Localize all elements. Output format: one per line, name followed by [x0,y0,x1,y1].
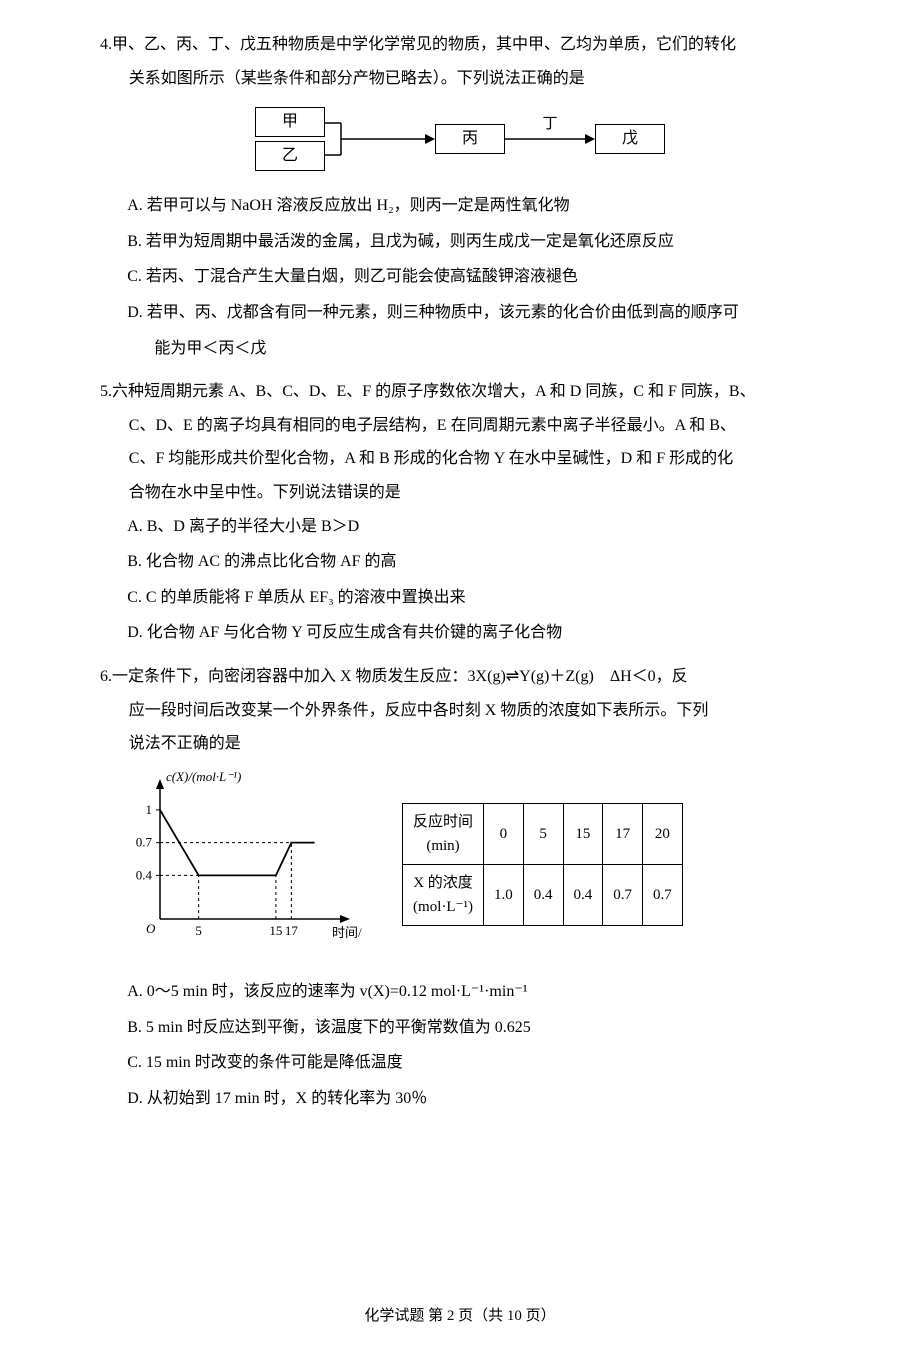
question-4: 4. 甲、乙、丙、丁、戊五种物质是中学化学常见的物质，其中甲、乙均为单质，它们的… [100,28,820,365]
q6-stem-line3: 说法不正确的是 [100,727,820,761]
q4-option-d-line1: D. 若甲、丙、戊都含有同一种元素，则三种物质中，该元素的化合价由低到高的顺序可 [100,296,820,330]
q4-arrow2-label: 丁 [542,109,557,141]
q6-option-b: B. 5 min 时反应达到平衡，该温度下的平衡常数值为 0.625 [100,1011,820,1045]
q6-table-t2: 15 [563,804,603,865]
q4-option-d-line2: 能为甲＜丙＜戊 [100,332,820,366]
svg-text:5: 5 [195,923,202,938]
q4-stem-line1: 4. 甲、乙、丙、丁、戊五种物质是中学化学常见的物质，其中甲、乙均为单质，它们的… [100,28,820,62]
q5-stem-line4: 合物在水中呈中性。下列说法错误的是 [100,476,820,510]
q4-box-bing: 丙 [435,124,505,154]
q4-stem-line2: 关系如图所示（某些条件和部分产物已略去）。下列说法正确的是 [100,62,820,96]
q6-table-v2: 0.4 [563,865,603,926]
q5-option-a: A. B、D 离子的半径大小是 B＞D [100,510,820,544]
q6-stem1-text: 一定条件下，向密闭容器中加入 X 物质发生反应：3X(g)⇌Y(g)＋Z(g) … [112,660,688,694]
svg-text:时间/min: 时间/min [332,925,362,940]
svg-text:0.7: 0.7 [136,834,153,849]
page-footer: 化学试题 第 2 页（共 10 页） [0,1301,920,1333]
q5-option-b: B. 化合物 AC 的沸点比化合物 AF 的高 [100,545,820,579]
q6-stem-line1: 6. 一定条件下，向密闭容器中加入 X 物质发生反应：3X(g)⇌Y(g)＋Z(… [100,660,820,694]
q5-stem1-text: 六种短周期元素 A、B、C、D、E、F 的原子序数依次增大，A 和 D 同族，C… [112,375,756,409]
q5-stem-line2: C、D、E 的离子均具有相同的电子层结构，E 在同周期元素中离子半径最小。A 和… [100,409,820,443]
q6-table-v0: 1.0 [484,865,524,926]
q5-option-d: D. 化合物 AF 与化合物 Y 可反应生成含有共价键的离子化合物 [100,616,820,650]
q5-stem-line3: C、F 均能形成共价型化合物，A 和 B 形成的化合物 Y 在水中呈碱性，D 和… [100,442,820,476]
q4-box-jia: 甲 [255,107,325,137]
svg-text:0.4: 0.4 [136,867,153,882]
q6-chart-table-row: c(X)/(mol·L⁻¹)10.70.4O51517时间/min 反应时间 (… [100,769,820,962]
q6-stem-line2: 应一段时间后改变某一个外界条件，反应中各时刻 X 物质的浓度如下表所示。下列 [100,694,820,728]
q6-chart: c(X)/(mol·L⁻¹) 1 0.7 0.4 O 5 1517 时间/min [112,769,362,962]
q6-number: 6. [100,660,112,694]
q6-table-head-time-a: 反应时间 [413,810,473,834]
q6-table-row-conc: X 的浓度 (mol·L⁻¹) 1.0 0.4 0.4 0.7 0.7 [403,865,683,926]
q6-table-v3: 0.7 [603,865,643,926]
svg-text:1: 1 [146,802,153,817]
q4-box-wu: 戊 [595,124,665,154]
q5-number: 5. [100,375,112,409]
q6-table-head-time-b: (min) [413,834,473,858]
q4-option-a: A. 若甲可以与 NaOH 溶液反应放出 H₂，则丙一定是两性氧化物 [100,189,820,223]
q6-table: 反应时间 (min) 0 5 15 17 20 X 的浓度 (mol·L⁻¹) … [402,803,683,926]
q6-table-head-conc-b: (mol·L⁻¹) [413,895,473,919]
q6-option-c: C. 15 min 时改变的条件可能是降低温度 [100,1046,820,1080]
question-5: 5. 六种短周期元素 A、B、C、D、E、F 的原子序数依次增大，A 和 D 同… [100,375,820,650]
q6-option-a: A. 0～5 min 时，该反应的速率为 v(X)=0.12 mol·L⁻¹·m… [100,975,820,1009]
q6-chart-svg: c(X)/(mol·L⁻¹) 1 0.7 0.4 O 5 1517 时间/min [112,769,362,949]
q4-diagram-leftcol: 甲 乙 [255,107,325,171]
q6-table-v1: 0.4 [523,865,563,926]
question-6: 6. 一定条件下，向密闭容器中加入 X 物质发生反应：3X(g)⇌Y(g)＋Z(… [100,660,820,1116]
q6-table-t3: 17 [603,804,643,865]
svg-text:15: 15 [269,923,282,938]
q6-table-head-conc-a: X 的浓度 [413,871,473,895]
q5-option-c: C. C 的单质能将 F 单质从 EF₃ 的溶液中置换出来 [100,581,820,615]
svg-text:c(X)/(mol·L⁻¹): c(X)/(mol·L⁻¹) [166,769,241,784]
q4-stem1-text: 甲、乙、丙、丁、戊五种物质是中学化学常见的物质，其中甲、乙均为单质，它们的转化 [112,28,736,62]
q4-diagram: 甲 乙 丙 丁 戊 [100,107,820,171]
q6-table-v4: 0.7 [643,865,683,926]
q4-arrow1 [325,107,435,171]
q6-table-head-time: 反应时间 (min) [403,804,484,865]
q6-table-head-conc: X 的浓度 (mol·L⁻¹) [403,865,484,926]
q4-box-yi: 乙 [255,141,325,171]
q4-option-b: B. 若甲为短周期中最活泼的金属，且戊为碱，则丙生成戊一定是氧化还原反应 [100,225,820,259]
q5-stem-line1: 5. 六种短周期元素 A、B、C、D、E、F 的原子序数依次增大，A 和 D 同… [100,375,820,409]
q4-diagram-row: 甲 乙 丙 丁 戊 [255,107,665,171]
q6-table-t1: 5 [523,804,563,865]
q4-arrow2-wrap: 丁 [505,129,595,149]
q6-table-t4: 20 [643,804,683,865]
svg-text:17: 17 [285,923,299,938]
svg-text:O: O [146,921,156,936]
q6-table-row-time: 反应时间 (min) 0 5 15 17 20 [403,804,683,865]
q6-option-d: D. 从初始到 17 min 时，X 的转化率为 30％ [100,1082,820,1116]
q4-number: 4. [100,28,112,62]
q4-option-c: C. 若丙、丁混合产生大量白烟，则乙可能会使高锰酸钾溶液褪色 [100,260,820,294]
q6-table-t0: 0 [484,804,524,865]
